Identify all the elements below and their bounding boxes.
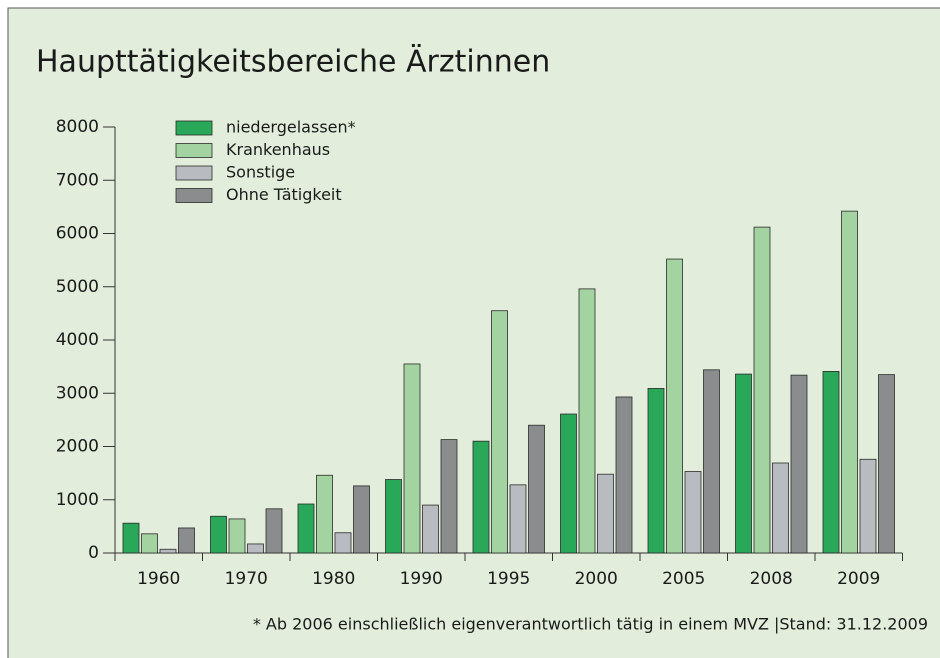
bar bbox=[560, 413, 577, 554]
legend-label: Sonstige bbox=[226, 163, 295, 182]
y-tick-label: 1000 bbox=[56, 490, 99, 510]
bar bbox=[316, 474, 333, 554]
bar bbox=[528, 424, 545, 554]
bar bbox=[841, 210, 858, 554]
bar bbox=[122, 522, 140, 554]
bar bbox=[297, 503, 315, 554]
legend-label: niedergelassen* bbox=[226, 118, 356, 137]
bar bbox=[353, 485, 370, 554]
legend-swatch bbox=[175, 143, 213, 158]
bar bbox=[334, 532, 352, 554]
bar bbox=[385, 479, 402, 554]
bar bbox=[647, 388, 665, 554]
bar bbox=[822, 371, 840, 554]
bar bbox=[491, 310, 508, 554]
y-tick-label: 5000 bbox=[56, 277, 99, 297]
y-tick-label: 3000 bbox=[56, 383, 99, 403]
y-tick-label: 7000 bbox=[56, 170, 99, 190]
bar bbox=[615, 396, 633, 554]
bar bbox=[703, 369, 720, 554]
x-tick-label: 2005 bbox=[662, 569, 705, 589]
bar bbox=[772, 462, 789, 554]
bar bbox=[440, 439, 458, 554]
chart-title: Haupttätigkeitsbereiche Ärztinnen bbox=[36, 44, 550, 80]
x-tick-label: 1995 bbox=[487, 569, 530, 589]
y-tick-label: 6000 bbox=[56, 224, 99, 244]
bar bbox=[859, 458, 877, 554]
bar bbox=[578, 288, 596, 554]
bar bbox=[790, 374, 808, 554]
bar bbox=[422, 504, 439, 554]
legend-swatch bbox=[175, 165, 213, 181]
x-tick-label: 1970 bbox=[225, 569, 268, 589]
bar bbox=[878, 374, 895, 554]
legend-label: Ohne Tätigkeit bbox=[226, 185, 342, 204]
y-tick-label: 0 bbox=[88, 543, 99, 563]
bar bbox=[684, 471, 702, 554]
x-tick-label: 2008 bbox=[750, 569, 793, 589]
x-tick-label: 1960 bbox=[137, 569, 180, 589]
x-tick-label: 1990 bbox=[400, 569, 443, 589]
bar bbox=[753, 226, 771, 554]
bar bbox=[735, 373, 752, 554]
legend-swatch bbox=[175, 120, 213, 136]
bar bbox=[228, 518, 246, 554]
y-tick-label: 8000 bbox=[56, 117, 99, 137]
bar bbox=[210, 515, 227, 554]
footnote: * Ab 2006 einschließlich eigenverantwort… bbox=[253, 615, 928, 634]
bar bbox=[597, 473, 614, 554]
bar bbox=[247, 543, 264, 554]
legend-label: Krankenhaus bbox=[226, 140, 330, 159]
y-tick-label: 2000 bbox=[56, 437, 99, 457]
bar bbox=[178, 527, 195, 554]
bar bbox=[472, 440, 490, 554]
frame bbox=[7, 7, 940, 658]
bar bbox=[265, 508, 283, 554]
x-tick-label: 1980 bbox=[312, 569, 355, 589]
x-tick-label: 2000 bbox=[575, 569, 618, 589]
bar bbox=[159, 548, 177, 554]
x-tick-label: 2009 bbox=[837, 569, 880, 589]
bar bbox=[509, 484, 527, 554]
y-tick-label: 4000 bbox=[56, 330, 99, 350]
bar bbox=[666, 258, 683, 554]
bar bbox=[403, 363, 421, 554]
bar bbox=[141, 533, 158, 554]
legend-swatch bbox=[175, 188, 213, 203]
